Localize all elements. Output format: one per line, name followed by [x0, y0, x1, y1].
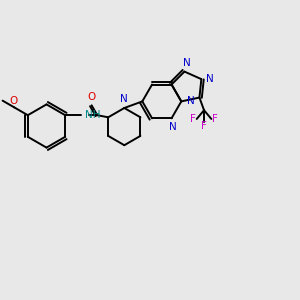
Text: O: O	[9, 96, 17, 106]
Text: N: N	[187, 96, 194, 106]
Text: NH: NH	[85, 110, 100, 120]
Text: N: N	[169, 122, 177, 133]
Text: F: F	[201, 121, 207, 130]
Text: N: N	[206, 74, 214, 83]
Text: N: N	[120, 94, 128, 104]
Text: N: N	[183, 58, 191, 68]
Text: F: F	[212, 114, 218, 124]
Text: O: O	[88, 92, 96, 102]
Text: F: F	[190, 114, 196, 124]
